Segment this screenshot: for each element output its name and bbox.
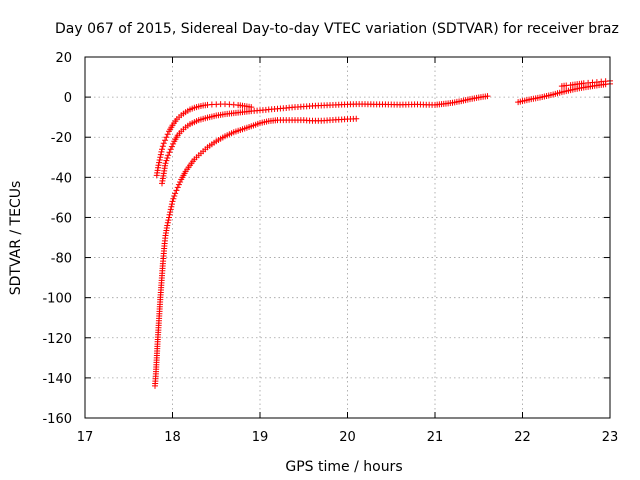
chart-title: Day 067 of 2015, Sidereal Day-to-day VTE… [55, 21, 619, 37]
data-point-marker [163, 157, 170, 164]
data-point-marker [157, 154, 164, 161]
x-tick-label: 20 [339, 430, 356, 445]
data-point-marker [177, 179, 184, 186]
x-tick-label: 23 [602, 430, 619, 445]
x-tick-labels: 17 18 19 20 21 22 23 [77, 430, 619, 445]
data-point-marker [166, 211, 173, 218]
x-tick-label: 17 [77, 430, 94, 445]
data-point-marker [156, 159, 163, 166]
plot-frame [84, 56, 611, 419]
data-point-marker [167, 209, 174, 216]
data-point-marker [157, 151, 164, 158]
data-point-marker [164, 154, 171, 161]
y-tick-label: -100 [42, 292, 72, 307]
x-tick-label: 18 [164, 430, 181, 445]
y-tick-label: 0 [64, 91, 72, 106]
series-track-e [558, 77, 613, 90]
x-axis-label: GPS time / hours [285, 459, 402, 475]
data-point-marker [159, 143, 166, 150]
y-tick-label: -140 [42, 372, 72, 387]
data-point-marker [173, 187, 180, 194]
data-point-marker [353, 115, 360, 122]
data-point-marker [164, 131, 171, 138]
data-point-marker [163, 134, 170, 141]
data-point-marker [158, 148, 165, 155]
data-point-marker [167, 206, 174, 213]
data-point-marker [174, 184, 181, 191]
data-point-marker [164, 219, 171, 226]
data-point-marker [166, 214, 172, 221]
y-tick-label: -60 [51, 211, 72, 226]
series-track-b [159, 93, 491, 187]
x-tick-label: 19 [252, 430, 269, 445]
series-track-c [152, 115, 360, 389]
y-tick-label: -20 [51, 131, 72, 146]
data-point-marker [168, 203, 175, 210]
y-tick-label: -80 [51, 252, 72, 267]
data-point-marker [155, 162, 162, 169]
data-point-marker [168, 143, 175, 150]
y-axis-label: SDTVAR / TECUs [8, 181, 24, 296]
x-tick-label: 21 [427, 430, 444, 445]
data-point-marker [159, 146, 165, 153]
data-point-marker [170, 195, 177, 202]
series-track-a [153, 101, 255, 179]
data-points [152, 77, 613, 389]
y-tick-label: -160 [42, 412, 72, 427]
data-point-marker [165, 217, 172, 224]
data-point-marker [162, 160, 169, 167]
data-point-marker [175, 181, 182, 188]
data-point-marker [165, 152, 172, 159]
data-point-marker [169, 198, 176, 205]
data-point-marker [160, 140, 167, 147]
y-tick-label: -40 [51, 171, 72, 186]
grid-lines [85, 57, 610, 418]
data-point-marker [484, 93, 491, 100]
data-point-marker [172, 190, 179, 197]
data-point-marker [170, 140, 177, 147]
data-point-marker [167, 146, 174, 153]
data-point-marker [168, 201, 175, 208]
y-tick-label: 20 [55, 51, 72, 66]
data-point-marker [162, 137, 169, 144]
y-tick-labels: -160 -140 -120 -100 -80 -60 -40 -20 0 20 [42, 51, 72, 427]
x-tick-label: 22 [514, 430, 531, 445]
y-tick-label: -120 [42, 332, 72, 347]
data-point-marker [166, 149, 173, 156]
data-point-marker [171, 193, 178, 200]
data-point-marker [156, 156, 163, 163]
data-point-marker [164, 222, 171, 229]
